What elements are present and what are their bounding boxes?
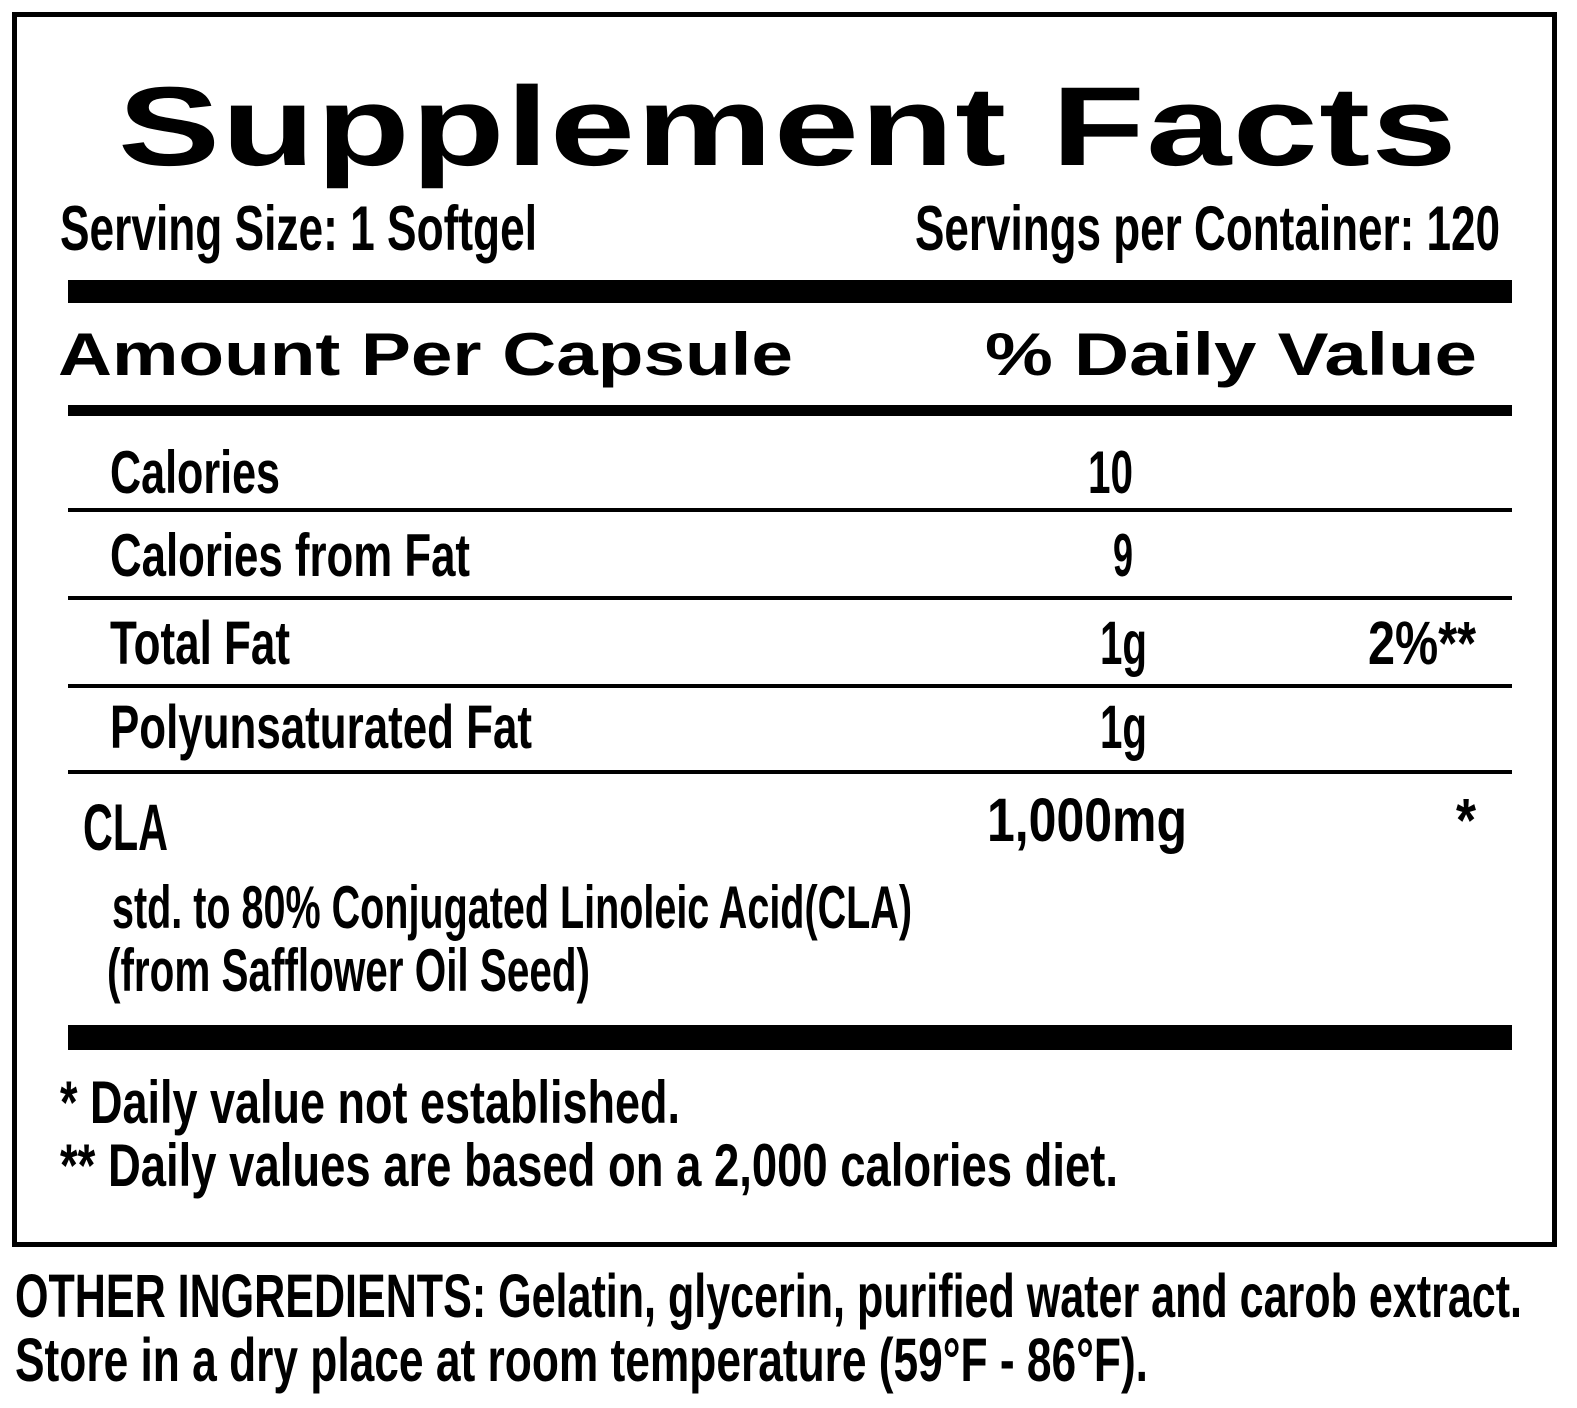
row-name: Calories from Fat [110,520,470,589]
amount-header: Amount Per Capsule [58,319,793,388]
row-detail: std. to 80% Conjugated Linoleic Acid(CLA… [112,872,912,941]
row-amount: 1g [1100,692,1147,762]
footnote: * Daily value not established. [60,1067,680,1136]
divider-thick [68,1025,1512,1050]
divider-thick [68,280,1512,303]
servings-per-container: Servings per Container: 120 [915,194,1500,265]
row-amount: 10 [1088,437,1133,506]
row-name: CLA [83,790,168,865]
row-amount: 9 [1113,520,1133,589]
row-name: Total Fat [110,608,290,678]
row-daily-value: * [1456,785,1476,855]
daily-value-header: % Daily Value [985,319,1477,388]
row-name: Polyunsaturated Fat [110,692,532,762]
supplement-facts-panel [12,12,1557,1247]
footnote: ** Daily values are based on a 2,000 cal… [60,1130,1118,1199]
other-ingredients: OTHER INGREDIENTS: Gelatin, glycerin, pu… [15,1261,1522,1331]
divider [68,684,1512,688]
divider [68,508,1512,512]
row-amount: 1g [1100,608,1147,678]
storage-instructions: Store in a dry place at room temperature… [15,1325,1148,1395]
row-amount: 1,000mg [987,785,1187,855]
divider-medium [68,405,1512,416]
divider [68,596,1512,600]
divider [68,770,1512,774]
row-daily-value: 2%** [1368,608,1476,678]
row-detail: (from Safflower Oil Seed) [107,935,590,1004]
serving-size: Serving Size: 1 Softgel [60,194,537,265]
row-name: Calories [110,437,280,506]
title: Supplement Facts [118,63,1458,190]
